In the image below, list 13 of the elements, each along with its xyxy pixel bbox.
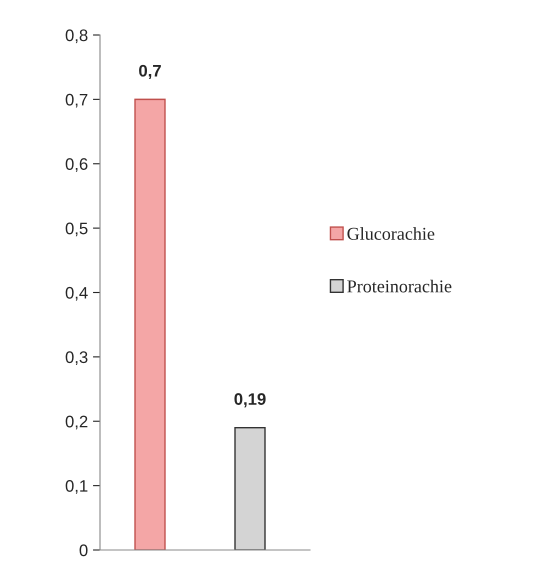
y-tick-label: 0,8	[66, 29, 88, 44]
legend-label: Proteinorachie	[347, 280, 452, 292]
data-label: 0,19	[234, 393, 266, 408]
y-tick-label: 0	[80, 544, 88, 556]
y-tick-label: 0,3	[66, 351, 88, 366]
y-tick-label: 0,4	[66, 286, 88, 301]
y-tick-label: 0,7	[66, 94, 88, 108]
y-tick-label: 0,1	[66, 480, 88, 494]
y-tick-label: 0,6	[66, 158, 88, 172]
y-tick-label: 0,2	[66, 416, 88, 430]
data-label: 0,7	[139, 64, 161, 80]
y-tick-label: 0,5	[66, 222, 88, 236]
legend-label: Glucorachie	[347, 227, 434, 240]
